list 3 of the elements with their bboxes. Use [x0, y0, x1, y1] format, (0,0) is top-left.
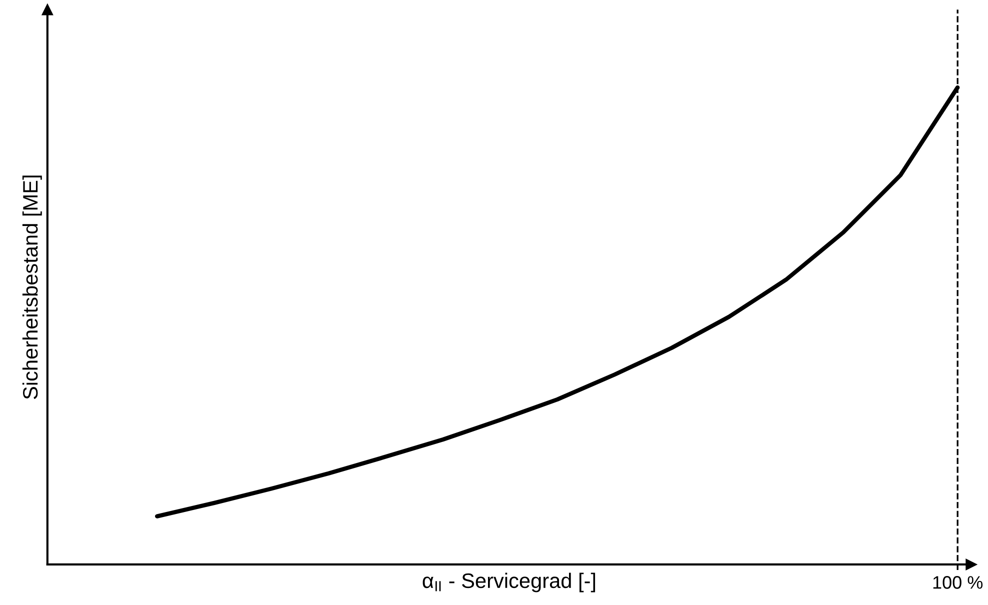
x-axis-title: α$_{II}$ - Servicegrad [-]: [422, 572, 596, 592]
y-axis-title: Sicherheitsbestand [ME]: [22, 176, 42, 400]
text: 100 %: [933, 576, 983, 589]
